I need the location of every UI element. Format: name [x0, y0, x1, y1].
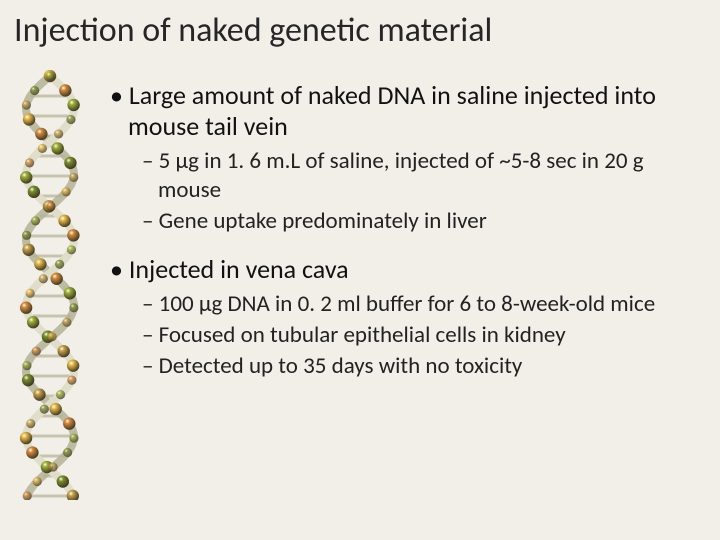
sub-bullet: 100 µg DNA in 0. 2 ml buffer for 6 to 8-… — [142, 290, 692, 319]
bullet-1-sublist: 5 µg in 1. 6 m.L of saline, injected of … — [110, 147, 692, 235]
bullet-2: Injected in vena cava 100 µg DNA in 0. 2… — [110, 254, 692, 381]
sub-bullet: Detected up to 35 days with no toxicity — [142, 352, 692, 381]
slide-title: Injection of naked genetic material — [14, 10, 700, 51]
slide-content: Large amount of naked DNA in saline inje… — [110, 80, 692, 399]
bullet-2-text: Injected in vena cava — [110, 254, 692, 285]
bullet-2-sublist: 100 µg DNA in 0. 2 ml buffer for 6 to 8-… — [110, 290, 692, 380]
sub-bullet: Focused on tubular epithelial cells in k… — [142, 321, 692, 350]
bullet-1-text: Large amount of naked DNA in saline inje… — [110, 80, 692, 141]
bullet-1: Large amount of naked DNA in saline inje… — [110, 80, 692, 236]
sub-bullet: Gene uptake predominately in liver — [142, 207, 692, 236]
sub-bullet: 5 µg in 1. 6 m.L of saline, injected of … — [142, 147, 692, 205]
dna-helix-decoration — [8, 70, 92, 500]
